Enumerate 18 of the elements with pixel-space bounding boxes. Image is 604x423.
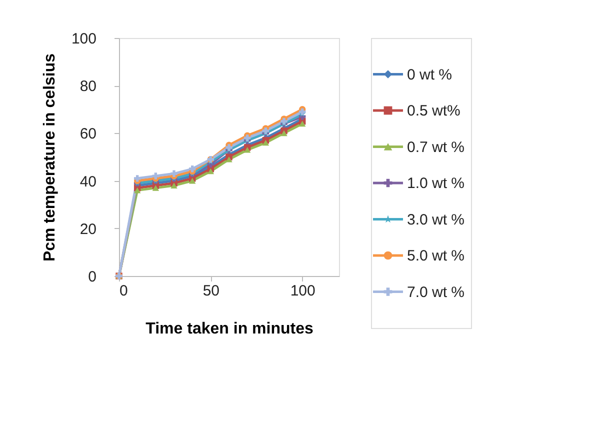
y-tick-label: 80 bbox=[80, 78, 96, 96]
legend-label: 3.0 wt % bbox=[407, 211, 465, 228]
x-tick-label: 100 bbox=[290, 282, 316, 300]
legend-label: 1.0 wt % bbox=[407, 175, 465, 192]
y-tick-label: 60 bbox=[80, 126, 96, 143]
y-tick-label: 100 bbox=[71, 30, 96, 48]
y-tick-label: 20 bbox=[80, 220, 96, 238]
legend-label: 7.0 wt % bbox=[407, 284, 465, 301]
y-axis-title: Pcm temperature in celsius bbox=[41, 53, 58, 262]
legend-label: 5.0 wt % bbox=[407, 248, 465, 264]
y-tick-label: 0 bbox=[88, 268, 96, 286]
y-tick-label: 40 bbox=[80, 173, 96, 190]
legend-label: 0.5 wt% bbox=[407, 102, 460, 120]
legend-label: 0.7 wt % bbox=[407, 138, 465, 156]
legend-label: 0 wt % bbox=[407, 66, 452, 84]
x-tick-label: 50 bbox=[202, 282, 220, 300]
x-axis-title: Time taken in minutes bbox=[146, 320, 314, 338]
x-tick-label: 0 bbox=[120, 282, 128, 300]
